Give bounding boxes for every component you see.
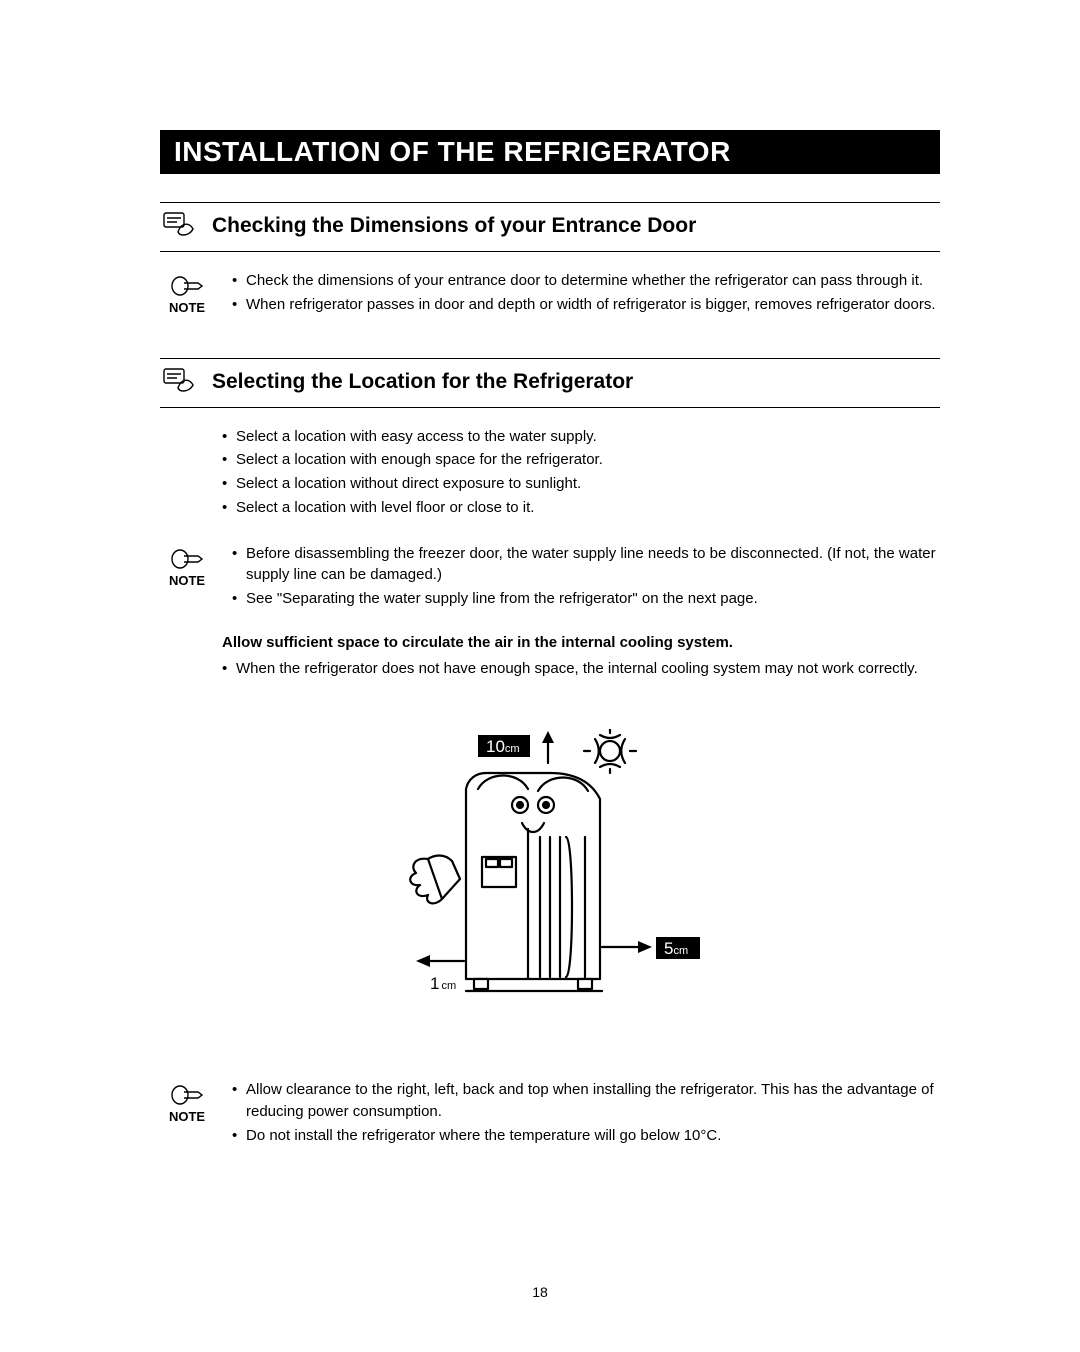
section1-bullet: When refrigerator passes in door and dep… (232, 294, 940, 316)
section3-bullet: Do not install the refrigerator where th… (232, 1125, 940, 1147)
section2-note-bullet: Before disassembling the freezer door, t… (232, 543, 940, 587)
section-checking-dimensions: Checking the Dimensions of your Entrance… (160, 202, 940, 318)
svg-text:1cm: 1cm (430, 974, 456, 993)
hand-note-icon (160, 209, 200, 243)
section2-header: Selecting the Location for the Refrigera… (160, 358, 940, 408)
section-selecting-location: Selecting the Location for the Refrigera… (160, 358, 940, 1020)
note-label: NOTE (160, 270, 214, 315)
page-title-bar: INSTALLATION OF THE REFRIGERATOR (160, 130, 940, 174)
section2-note-content: Before disassembling the freezer door, t… (232, 543, 940, 612)
clearance-diagram: 10cm (160, 729, 940, 1019)
page-title: INSTALLATION OF THE REFRIGERATOR (174, 136, 731, 168)
section1-note-content: Check the dimensions of your entrance do… (232, 270, 940, 318)
section2-bullet: Select a location without direct exposur… (222, 473, 940, 495)
section2-after-bold: When the refrigerator does not have enou… (222, 658, 940, 680)
section2-note-row: NOTE Before disassembling the freezer do… (160, 543, 940, 612)
section1-note-row: NOTE Check the dimensions of your entran… (160, 270, 940, 318)
section2-bullet: Select a location with enough space for … (222, 449, 940, 471)
section1-header: Checking the Dimensions of your Entrance… (160, 202, 940, 252)
section2-bold-block: Allow sufficient space to circulate the … (160, 632, 940, 680)
section2-bold-lead: Allow sufficient space to circulate the … (222, 632, 940, 654)
note-label: NOTE (160, 543, 214, 588)
section1-heading: Checking the Dimensions of your Entrance… (212, 214, 696, 238)
section1-bullet: Check the dimensions of your entrance do… (232, 270, 940, 292)
section2-heading: Selecting the Location for the Refrigera… (212, 370, 633, 394)
section3-note-content: Allow clearance to the right, left, back… (232, 1079, 940, 1148)
section2-bullet: Select a location with easy access to th… (222, 426, 940, 448)
pointing-hand-icon (170, 1083, 204, 1107)
note-label: NOTE (160, 1079, 214, 1124)
pointing-hand-icon (170, 547, 204, 571)
section2-bullets: Select a location with easy access to th… (160, 426, 940, 519)
section3-bullet: Allow clearance to the right, left, back… (232, 1079, 940, 1123)
section3-note-row: NOTE Allow clearance to the right, left,… (160, 1079, 940, 1148)
pointing-hand-icon (170, 274, 204, 298)
section2-bullet: Select a location with level floor or cl… (222, 497, 940, 519)
hand-note-icon (160, 365, 200, 399)
section2-note-bullet: See "Separating the water supply line fr… (232, 588, 940, 610)
page-number: 18 (0, 1284, 1080, 1300)
